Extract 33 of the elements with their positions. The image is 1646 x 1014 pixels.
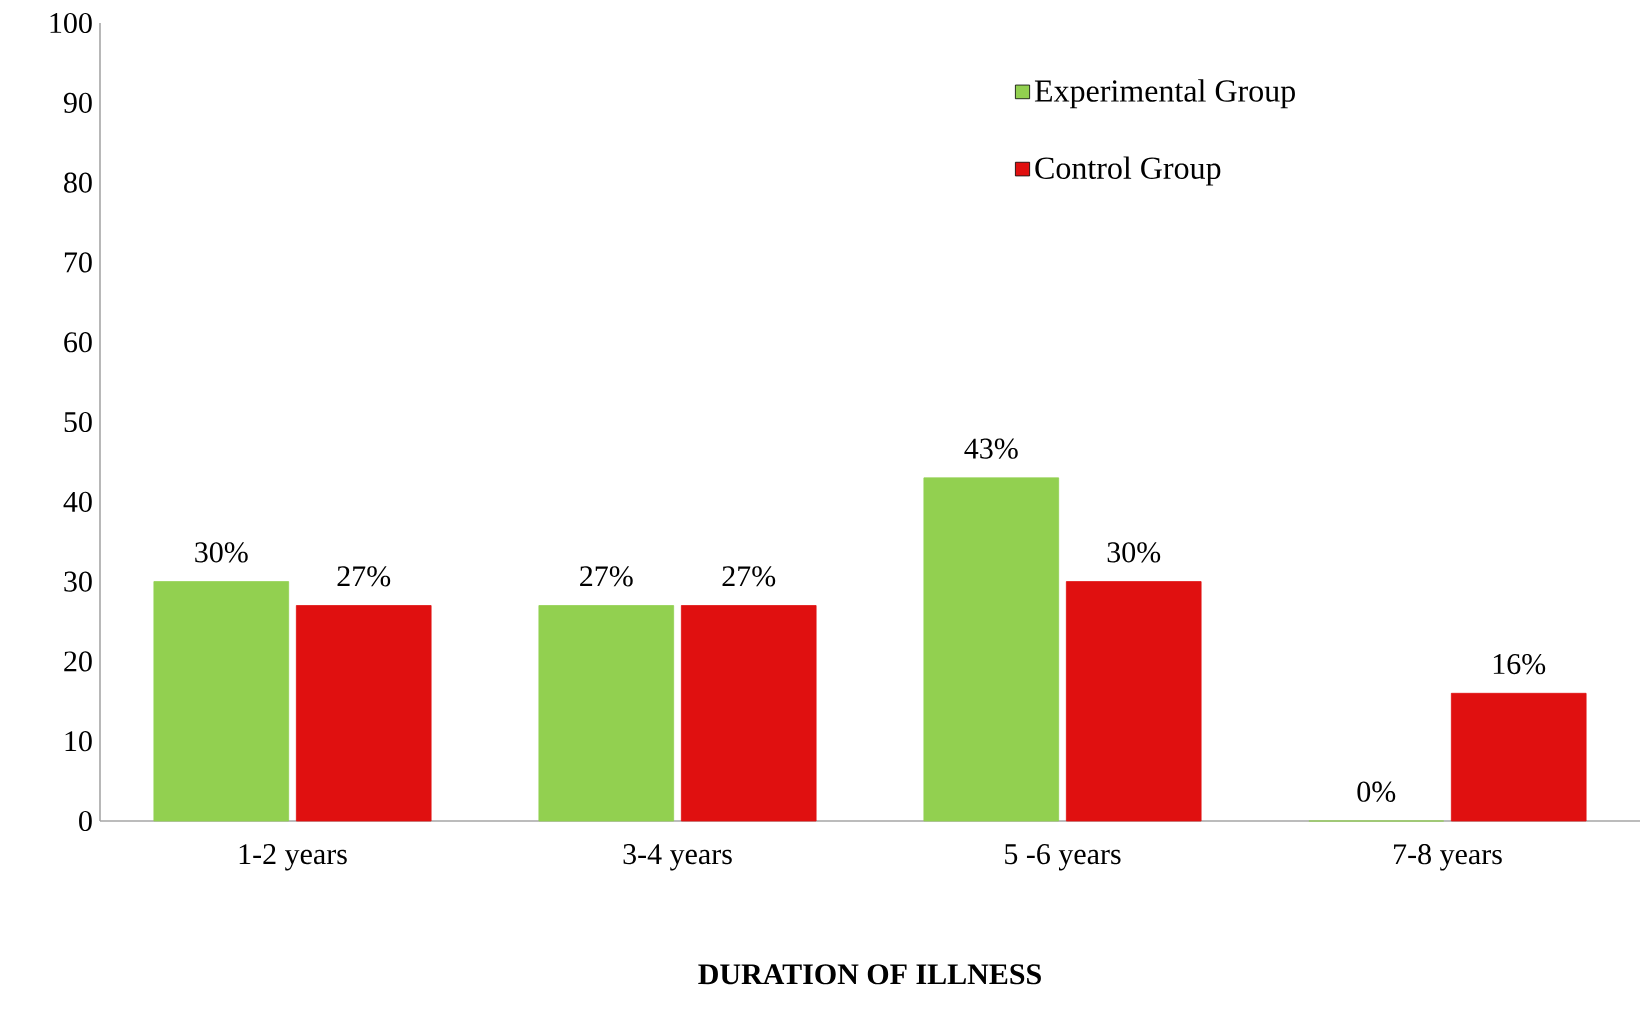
data-label: 27%	[337, 566, 391, 587]
y-tick-label: 20	[64, 651, 92, 672]
bar	[538, 605, 675, 822]
bar	[923, 477, 1060, 822]
y-tick-label: 50	[64, 411, 92, 433]
y-tick-label: 90	[63, 92, 92, 113]
x-tick-label: 5 -6 years	[1005, 844, 1121, 871]
bar	[153, 581, 290, 822]
x-tick-label: 1-2 years	[239, 844, 347, 871]
bar	[680, 605, 817, 822]
bar	[1450, 692, 1587, 822]
y-tick-label: 80	[64, 172, 92, 193]
y-tick-label: 100	[50, 12, 92, 34]
bar	[1065, 581, 1202, 822]
legend-label: Experimental Group	[1034, 79, 1295, 109]
y-tick-label: 0	[79, 810, 92, 832]
y-tick-label: 60	[64, 332, 92, 353]
data-label: 30%	[195, 542, 248, 563]
bar	[295, 605, 432, 822]
legend-label: Control Group	[1035, 156, 1221, 186]
data-label: 16%	[1493, 653, 1546, 675]
data-label: 43%	[964, 438, 1018, 459]
y-tick-label: 30	[64, 571, 92, 592]
data-label: 27%	[722, 566, 776, 587]
x-tick-label: 7-8 years	[1394, 844, 1502, 871]
y-tick-label: 40	[63, 491, 92, 512]
x-tick-label: 3-4 years	[623, 844, 732, 871]
y-tick-label: 70	[64, 252, 92, 273]
data-label: 27%	[580, 566, 633, 587]
data-label: 30%	[1107, 542, 1161, 563]
data-label: 0%	[1357, 781, 1396, 802]
x-axis-title: DURATION OF ILLNESS	[698, 964, 1041, 985]
y-tick-label: 10	[65, 731, 92, 752]
